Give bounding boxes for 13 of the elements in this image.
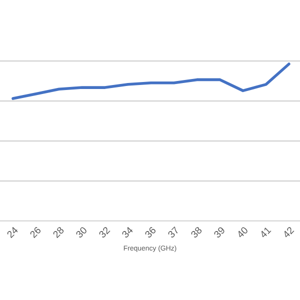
x-tick-label: 34 (121, 226, 134, 238)
x-tick-label: 28 (52, 226, 64, 238)
x-tick-label: 24 (6, 226, 18, 238)
x-tick-label: 42 (282, 226, 294, 238)
x-tick-label: 37 (167, 226, 180, 238)
x-tick-label: 39 (213, 226, 226, 238)
x-tick-label: 38 (190, 226, 202, 238)
x-tick-label: 36 (144, 226, 156, 238)
x-tick-label: 41 (259, 226, 272, 238)
x-tick-label: 30 (75, 226, 88, 238)
x-tick-label: 32 (98, 226, 110, 238)
x-tick-label: 40 (236, 226, 248, 238)
x-tick-label: 26 (29, 226, 42, 238)
